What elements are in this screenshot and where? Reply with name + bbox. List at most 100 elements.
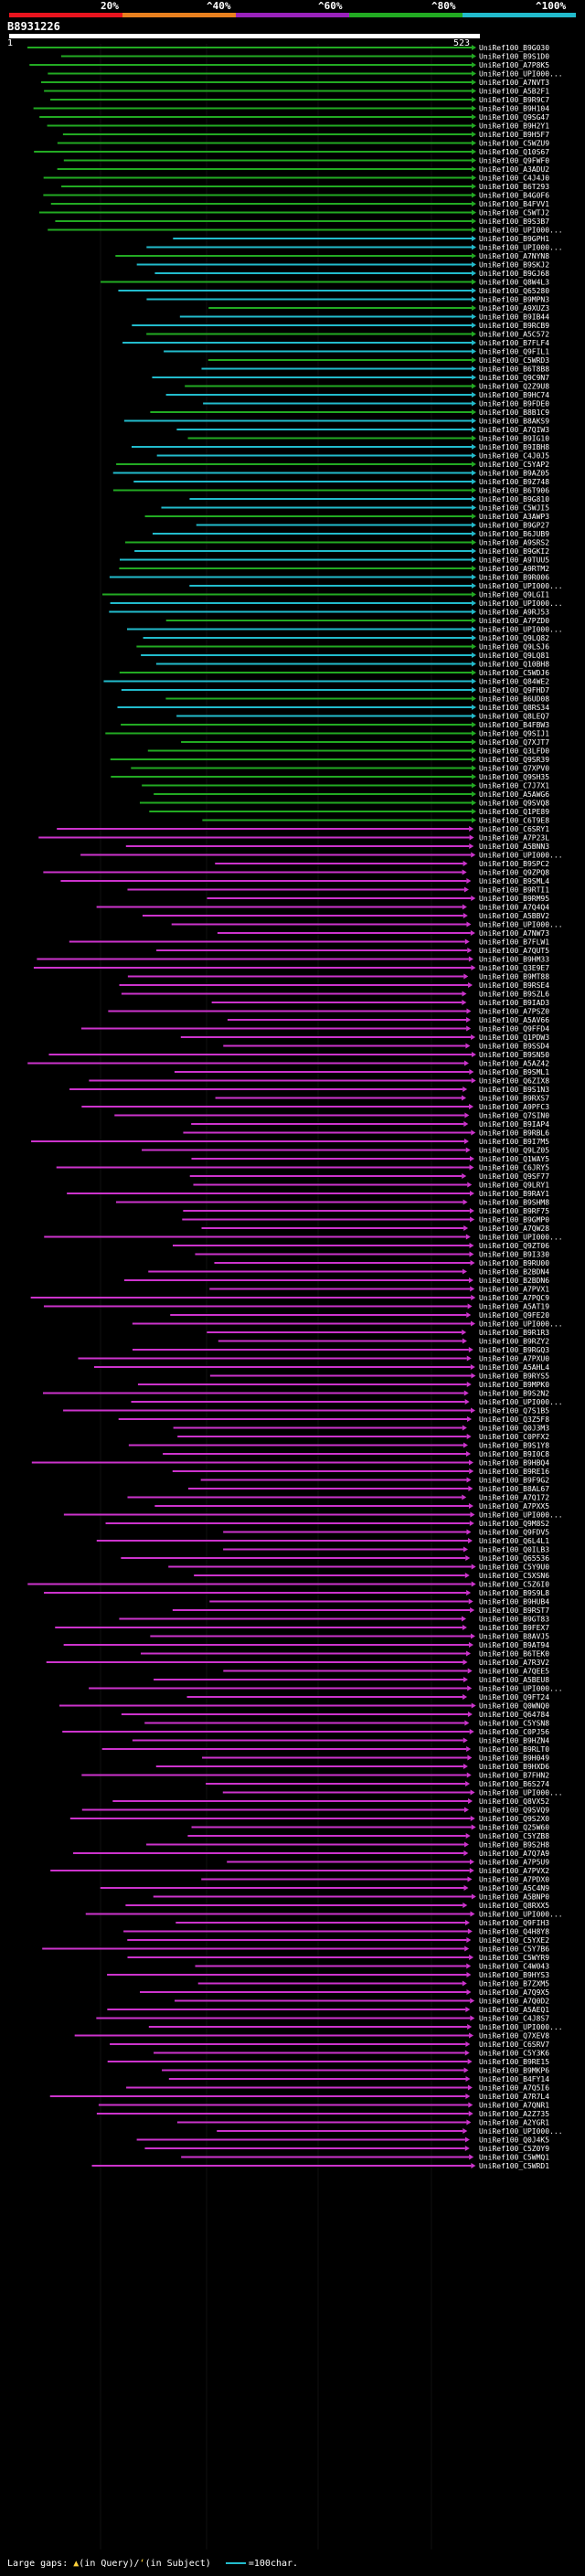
hit-row[interactable]: UniRef100_A5AWG6	[154, 790, 549, 799]
hit-row[interactable]: UniRef100_Q65280	[118, 287, 549, 295]
hit-label[interactable]: UniRef100_B9RSE4	[479, 981, 549, 990]
hit-label[interactable]: UniRef100_C4J0J5	[479, 452, 549, 461]
hit-label[interactable]: UniRef100_B7FLW1	[479, 938, 549, 947]
hit-row[interactable]: UniRef100_B9I330	[195, 1251, 549, 1259]
hit-row[interactable]: UniRef100_B9SML4	[60, 877, 549, 885]
hit-row[interactable]: UniRef100_A7Q5I6	[126, 2084, 549, 2093]
hit-label[interactable]: UniRef100_Q9ZPQ8	[479, 869, 549, 877]
hit-row[interactable]: UniRef100_B9AT94	[63, 1641, 550, 1649]
hit-label[interactable]: UniRef100_B9RYS5	[479, 1373, 549, 1381]
hit-row[interactable]: UniRef100_C5WDJ6	[119, 669, 549, 677]
hit-row[interactable]: UniRef100_C5WJI5	[161, 504, 549, 513]
hit-label[interactable]: UniRef100_A5AZ42	[479, 1060, 549, 1068]
hit-row[interactable]: UniRef100_A5BNN3	[125, 843, 549, 851]
hit-row[interactable]: UniRef100_Q10S67	[34, 148, 549, 156]
hit-row[interactable]: UniRef100_C5Z0Y9	[144, 2145, 549, 2153]
hit-row[interactable]: UniRef100_B9FEX7	[55, 1624, 549, 1632]
hit-label[interactable]: UniRef100_Q9SR39	[479, 756, 549, 764]
hit-label[interactable]: UniRef100_B9RXS7	[479, 1095, 549, 1103]
hit-row[interactable]: UniRef100_C6JRY5	[56, 1164, 550, 1172]
hit-row[interactable]: UniRef100_B9G030	[27, 44, 549, 52]
hit-label[interactable]: UniRef100_B9RST7	[479, 1606, 549, 1615]
hit-label[interactable]: UniRef100_Q9FFD4	[479, 1025, 549, 1034]
hit-label[interactable]: UniRef100_C5XSN6	[479, 1572, 549, 1580]
hit-row[interactable]: UniRef100_B9MPK0	[137, 1381, 549, 1389]
hit-label[interactable]: UniRef100_B9RCB9	[479, 322, 549, 330]
hit-row[interactable]: UniRef100_Q9LSJ6	[136, 643, 549, 652]
hit-label[interactable]: UniRef100_B9H104	[479, 105, 549, 113]
hit-row[interactable]: UniRef100_B9FDE0	[203, 400, 549, 408]
hit-label[interactable]: UniRef100_C5WJI5	[479, 504, 549, 513]
hit-row[interactable]: UniRef100_Q65536	[121, 1554, 549, 1563]
hit-label[interactable]: UniRef100_B8AKS9	[479, 418, 549, 426]
hit-row[interactable]: UniRef100_B9S1D0	[60, 53, 549, 61]
hit-row[interactable]: UniRef100_B9Z748	[133, 478, 549, 486]
hit-row[interactable]: UniRef100_A9TUU5	[119, 557, 549, 565]
hit-row[interactable]: UniRef100_B9S2H8	[146, 1841, 549, 1850]
hit-label[interactable]: UniRef100_Q1PDW3	[479, 1034, 549, 1042]
hit-row[interactable]: UniRef100_A7PXU0	[78, 1355, 549, 1363]
hit-row[interactable]: UniRef100_A7PDX0	[201, 1876, 549, 1884]
hit-row[interactable]: UniRef100_B9GPH1	[173, 235, 549, 243]
hit-label[interactable]: UniRef100_B4G0F6	[479, 192, 549, 200]
hit-row[interactable]: UniRef100_Q9FIH3	[176, 1919, 549, 1927]
hit-row[interactable]: UniRef100_B9H049	[202, 1754, 549, 1763]
hit-row[interactable]: UniRef100_A7Q4Q4	[96, 904, 550, 912]
hit-label[interactable]: UniRef100_Q7XEV8	[479, 2032, 549, 2041]
hit-row[interactable]: UniRef100_B9GP27	[196, 522, 549, 530]
hit-row[interactable]: UniRef100_Q9FFD4	[80, 1025, 549, 1034]
hit-label[interactable]: UniRef100_B9F9G2	[479, 1477, 549, 1485]
hit-label[interactable]: UniRef100_UPI000...	[479, 582, 563, 590]
hit-row[interactable]: UniRef100_B9H5F7	[62, 131, 549, 139]
hit-label[interactable]: UniRef100_Q9LZ05	[479, 1147, 549, 1155]
hit-label[interactable]: UniRef100_Q8RS34	[479, 704, 549, 712]
hit-label[interactable]: UniRef100_A9RJ53	[479, 609, 549, 617]
hit-label[interactable]: UniRef100_C5Y9U0	[479, 1564, 549, 1572]
hit-row[interactable]: UniRef100_A3ADU2	[57, 165, 550, 174]
hit-row[interactable]: UniRef100_C4J8S7	[96, 2015, 549, 2023]
hit-label[interactable]: UniRef100_B9IG10	[479, 435, 549, 443]
hit-row[interactable]: UniRef100_B6TEK0	[140, 1650, 549, 1659]
hit-row[interactable]: UniRef100_B4G0F6	[43, 192, 549, 200]
hit-row[interactable]: UniRef100_B9S1Y8	[128, 1442, 549, 1450]
hit-label[interactable]: UniRef100_B8AVJ5	[479, 1633, 549, 1641]
hit-row[interactable]: UniRef100_Q8VX52	[112, 1797, 549, 1806]
hit-label[interactable]: UniRef100_A7P23L	[479, 834, 549, 843]
hit-label[interactable]: UniRef100_Q1WAY5	[479, 1155, 549, 1163]
hit-label[interactable]: UniRef100_A5AEQ1	[479, 2006, 549, 2014]
hit-label[interactable]: UniRef100_Q84WE2	[479, 678, 549, 686]
hit-row[interactable]: UniRef100_B8AL67	[188, 1485, 549, 1493]
hit-row[interactable]: UniRef100_A7Q9X5	[140, 1988, 549, 1997]
hit-row[interactable]: UniRef100_B9SZL6	[121, 991, 549, 999]
hit-label[interactable]: UniRef100_B9RU00	[479, 1259, 549, 1267]
hit-row[interactable]: UniRef100_B9RSE4	[119, 981, 549, 990]
hit-label[interactable]: UniRef100_C6JRY5	[479, 1164, 549, 1172]
hit-label[interactable]: UniRef100_B6T906	[479, 487, 549, 495]
hit-label[interactable]: UniRef100_A7Q7A9	[479, 1850, 549, 1858]
hit-label[interactable]: UniRef100_C7J7X1	[479, 782, 549, 790]
hit-label[interactable]: UniRef100_B9R006	[479, 574, 549, 582]
hit-row[interactable]: UniRef100_B9RLT0	[101, 1745, 550, 1754]
hit-row[interactable]: UniRef100_C5XSN6	[194, 1572, 549, 1580]
hit-label[interactable]: UniRef100_C4J8S7	[479, 2015, 549, 2023]
hit-label[interactable]: UniRef100_Q64784	[479, 1711, 549, 1719]
hit-row[interactable]: UniRef100_Q9SF77	[189, 1172, 550, 1181]
hit-row[interactable]: UniRef100_C4J4J0	[43, 175, 550, 183]
hit-label[interactable]: UniRef100_Q8RXX5	[479, 1902, 549, 1910]
hit-label[interactable]: UniRef100_Q2Z9U8	[479, 383, 549, 391]
hit-row[interactable]: UniRef100_B9SPC2	[215, 860, 549, 868]
hit-row[interactable]: UniRef100_B4FBW3	[121, 721, 549, 729]
hit-label[interactable]: UniRef100_B9IAD3	[479, 999, 549, 1007]
hit-row[interactable]: UniRef100_C0PJ56	[62, 1728, 549, 1736]
hit-label[interactable]: UniRef100_A5C4N9	[479, 1884, 549, 1892]
hit-label[interactable]: UniRef100_Q9SH35	[479, 773, 549, 781]
hit-label[interactable]: UniRef100_A2YGR1	[479, 2119, 549, 2127]
hit-row[interactable]: UniRef100_C5WZU9	[57, 140, 549, 148]
hit-row[interactable]: UniRef100_Q9SVQ8	[139, 800, 549, 808]
hit-row[interactable]: UniRef100_Q7XPV0	[131, 765, 549, 773]
hit-label[interactable]: UniRef100_Q6L4L1	[479, 1537, 549, 1545]
hit-label[interactable]: UniRef100_A5BNP0	[479, 1893, 549, 1902]
hit-label[interactable]: UniRef100_Q9SG47	[479, 113, 549, 122]
hit-label[interactable]: UniRef100_B9HXD6	[479, 1763, 549, 1771]
hit-label[interactable]: UniRef100_B6S274	[479, 1780, 549, 1788]
